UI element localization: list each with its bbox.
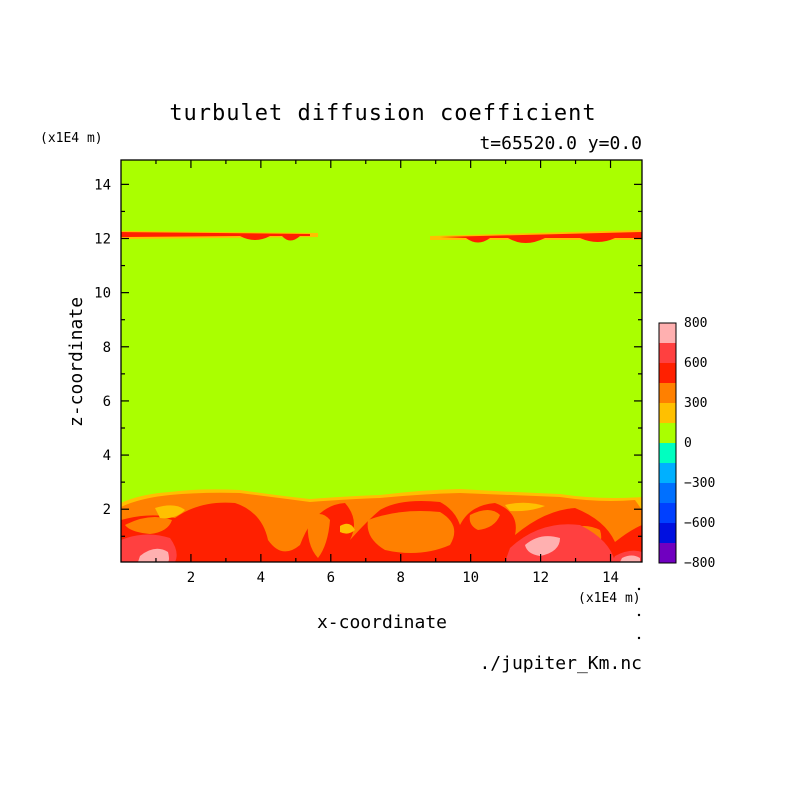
yellow-pocket-3 (340, 523, 355, 534)
yellow-pocket-2 (505, 502, 545, 512)
x-tick-label: 12 (532, 570, 549, 586)
peak-pocket-3 (620, 555, 640, 562)
footer-filename: ./jupiter_Km.nc (479, 653, 642, 674)
colorbar (659, 323, 676, 564)
y-tick-label: 6 (103, 394, 111, 410)
plot-frame (120, 159, 643, 563)
colorbar-tick-label: 0 (684, 436, 692, 451)
colorbar-level (659, 483, 676, 504)
x-tick-label: 14 (602, 570, 619, 586)
axis-tick-labels: 2 4 6 8 10 12 14 2 4 6 8 10 12 14 (94, 177, 619, 586)
colorbar-level (659, 463, 676, 484)
colorbar-tick-label: 300 (684, 396, 707, 411)
x-tick-label: 6 (327, 570, 335, 586)
axis-ticks (121, 160, 642, 562)
y-tick-label: 12 (94, 232, 111, 248)
orange-pocket-3 (469, 510, 500, 530)
x-tick-label: 4 (257, 570, 265, 586)
y-tick-label: 10 (94, 286, 111, 302)
y-tick-label: 2 (103, 502, 111, 518)
x-unit-label: (x1E4 m) (578, 591, 641, 606)
colorbar-level (659, 443, 676, 464)
colorbar-level (659, 343, 676, 364)
contour-bands (121, 230, 642, 562)
colorbar-level (659, 383, 676, 404)
marker-dot (637, 587, 641, 591)
y-axis-label: z-coordinate (66, 297, 87, 427)
colorbar-level (659, 323, 676, 344)
colorbar-frame (658, 322, 677, 564)
colorbar-tick-label: −600 (684, 516, 715, 531)
orange-pocket-4 (307, 514, 330, 558)
peak-pocket-2 (525, 536, 560, 556)
chart-title: turbulet diffusion coefficient (169, 101, 596, 126)
colorbar-tick-label: −300 (684, 476, 715, 491)
colorbar-level (659, 403, 676, 424)
x-axis-label: x-coordinate (317, 612, 447, 633)
x-tick-label: 8 (397, 570, 405, 586)
colorbar-level (659, 523, 676, 544)
x-tick-label: 10 (462, 570, 479, 586)
colorbar-level (659, 363, 676, 384)
orange-pocket-2 (367, 511, 455, 554)
colorbar-level (659, 503, 676, 524)
y-tick-label: 14 (94, 177, 111, 193)
upper-layer-west (121, 232, 310, 241)
yellow-pocket-1 (155, 505, 185, 519)
marker-dots (637, 587, 641, 640)
marker-dot (637, 613, 641, 617)
colorbar-tick-label: 800 (684, 316, 707, 331)
y-tick-label: 4 (103, 448, 111, 464)
colorbar-level (659, 423, 676, 444)
upper-layer-east (440, 232, 642, 243)
y-tick-label: 8 (103, 340, 111, 356)
x-tick-label: 2 (187, 570, 195, 586)
colorbar-tick-label: 600 (684, 356, 707, 371)
chart-subtitle: t=65520.0 y=0.0 (479, 133, 642, 154)
marker-dot (637, 636, 641, 640)
peak-pocket-1 (138, 548, 169, 562)
colorbar-tick-label: −800 (684, 556, 715, 571)
colorbar-level (659, 543, 676, 564)
orange-pocket-1 (125, 516, 172, 534)
colorbar-labels: 800 600 300 0 −300 −600 −800 (684, 316, 715, 571)
y-unit-label: (x1E4 m) (40, 131, 103, 146)
